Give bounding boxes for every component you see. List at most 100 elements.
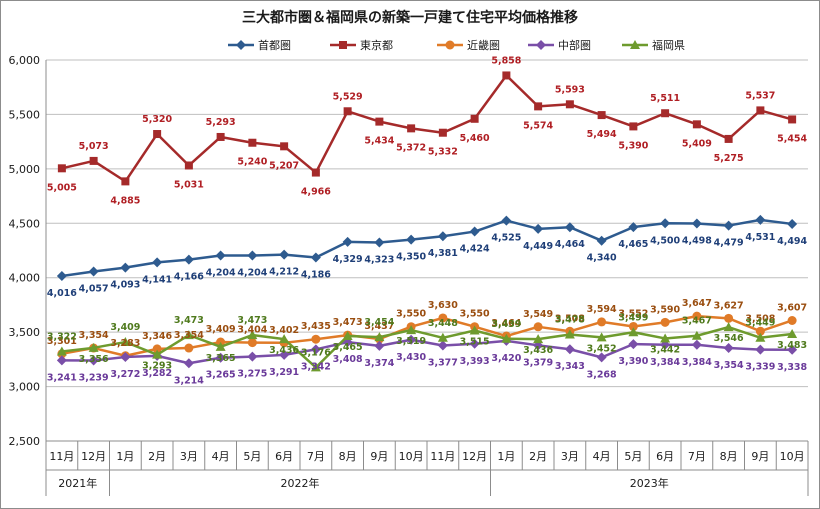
x-tick-label: 11月 [430,450,455,463]
data-point [374,332,385,342]
data-label: 4,204 [237,268,267,279]
data-label: 3,214 [174,375,204,386]
data-label: 3,483 [777,340,807,351]
data-label: 3,346 [142,331,172,342]
data-point [533,322,543,332]
y-tick-label: 5,000 [9,163,41,176]
data-label: 5,574 [523,120,553,131]
data-point [691,339,702,350]
x-tick-label: 4月 [212,450,230,463]
data-point [501,333,512,343]
data-point [755,332,766,342]
data-point [279,349,290,360]
data-label: 5,858 [491,55,521,66]
data-point [88,342,99,352]
data-point [310,344,321,355]
data-point [536,40,546,50]
data-point [445,40,455,50]
x-tick-label: 9月 [370,450,388,463]
data-label: 3,354 [79,330,109,341]
data-label: 4,323 [364,255,394,266]
data-point [374,340,385,351]
data-label: 3,449 [745,318,775,329]
data-point [660,317,670,327]
data-point [437,340,448,351]
data-point [311,168,320,177]
data-point [236,40,246,50]
x-tick-label: 7月 [307,450,325,463]
data-label: 4,016 [47,288,77,299]
data-label: 3,467 [682,316,712,327]
data-label: 4,350 [396,252,426,263]
data-point [216,132,225,141]
data-point [723,220,734,231]
data-label: 3,390 [618,356,648,367]
data-label: 3,338 [777,362,807,373]
data-label: 3,590 [650,304,680,315]
data-label: 3,293 [142,361,172,372]
data-point [184,343,194,353]
data-point [788,115,797,124]
data-point [787,328,798,338]
data-point [152,257,163,268]
data-point [661,109,670,118]
data-point [692,120,701,129]
data-label: 4,479 [714,238,744,249]
data-label: 3,627 [714,300,744,311]
data-point [691,330,702,340]
data-label: 5,293 [206,117,236,128]
x-axis: 11月 12月 1月 2月 3月 4月 5月 6月 7月 8月 9月 10月 11月 12月 1月 2月 3月 4… [45,441,809,496]
data-point [342,330,353,340]
data-label: 5,332 [428,147,458,158]
data-point [724,134,733,143]
data-point [533,223,544,234]
data-point [183,330,194,340]
data-label: 4,340 [587,253,617,264]
data-label: 5,240 [237,157,267,168]
data-label: 4,093 [110,280,140,291]
x-tick-label: 12月 [81,450,106,463]
legend-entry: 中部圏 [558,38,591,52]
data-label: 5,073 [79,141,109,152]
data-label: 5,031 [174,179,204,190]
data-label: 3,549 [523,309,553,320]
data-point [152,344,162,354]
x-tick-label: 2月 [148,450,166,463]
data-label: 3,342 [301,361,331,372]
x-tick-label: 7月 [688,450,706,463]
data-label: 3,464 [491,318,521,329]
data-label: 3,519 [396,336,426,347]
data-label: 4,966 [301,187,331,198]
data-point [502,71,511,80]
data-point [787,315,797,325]
x-tick-label: 5月 [624,450,642,463]
legend-entry: 東京都 [360,38,393,52]
x-tick-label: 6月 [275,450,293,463]
data-point [88,355,99,366]
legend-entry: 首都圏 [258,38,291,52]
data-label: 3,647 [682,298,712,309]
data-point [501,215,512,226]
series-line [61,314,793,358]
data-label: 3,408 [333,354,363,365]
data-label: 3,552 [618,308,648,319]
data-label: 3,437 [364,321,394,332]
data-label: 5,529 [333,91,363,102]
data-label: 3,356 [79,354,109,365]
data-label: 3,515 [460,337,490,348]
data-label: 3,291 [269,367,299,378]
data-point [279,334,290,344]
data-label: 4,141 [142,274,172,285]
data-point [692,311,702,321]
data-point [438,128,447,137]
data-label: 3,409 [110,322,140,333]
data-point [469,226,480,237]
data-label: 4,166 [174,272,204,283]
x-tick-label: 4月 [593,450,611,463]
year-label: 2023年 [630,476,669,490]
data-label: 3,239 [79,373,109,384]
data-label: 3,508 [555,313,585,324]
data-label: 3,452 [587,343,617,354]
data-point [630,40,640,49]
data-label: 3,448 [428,318,458,329]
